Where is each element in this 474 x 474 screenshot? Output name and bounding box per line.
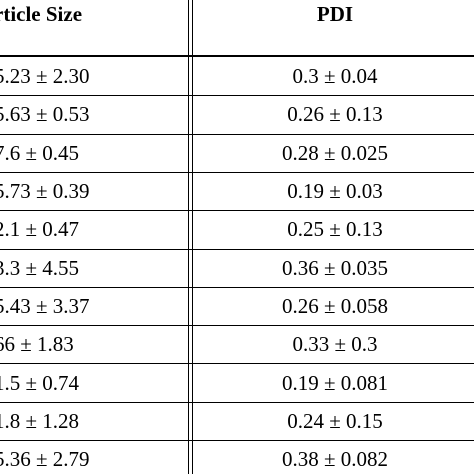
table-cell: 0.36 ± 0.035 [281,255,389,280]
table-cell: 0.26 ± 0.058 [281,293,389,318]
table-cell: 66 ± 1.83 [0,332,74,357]
header-cell: PDI [316,2,354,26]
table-cell: 0.25 ± 0.13 [287,217,383,242]
column-divider [188,0,189,474]
table-cell: 0.33 ± 0.3 [292,332,378,357]
row-rule [0,440,474,441]
table-cell: 5.23 ± 2.30 [0,64,90,89]
row-rule [0,325,474,326]
table-cell: 5.36 ± 2.79 [0,447,90,472]
row-rule [0,95,474,96]
table-cell: 0.28 ± 0.025 [281,140,389,165]
table-cell: 0.19 ± 0.03 [287,179,383,204]
table-cell: 0.3 ± 0.04 [292,64,378,89]
row-rule [0,134,474,135]
table-cell: 0.24 ± 0.15 [287,408,383,433]
table-cell: 3.3 ± 4.55 [0,255,80,280]
table-cell: 0.38 ± 0.082 [281,447,389,472]
table-cell: 5.43 ± 3.37 [0,293,90,318]
header-rule [0,55,474,57]
header-cell: rticle Size [0,2,83,26]
table-cell: 7.6 ± 0.45 [0,140,80,165]
row-rule [0,210,474,211]
row-rule [0,287,474,288]
row-rule [0,172,474,173]
table-cell: 1.5 ± 0.74 [0,370,80,395]
table-cell: 5.63 ± 0.53 [0,102,90,127]
table-cell: 5.73 ± 0.39 [0,179,90,204]
table-cell: 2.1 ± 0.47 [0,217,80,242]
row-rule [0,402,474,403]
table-cell: 1.8 ± 1.28 [0,408,80,433]
row-rule [0,363,474,364]
table-cell: 0.19 ± 0.081 [281,370,389,395]
table-cell: 0.26 ± 0.13 [287,102,383,127]
row-rule [0,249,474,250]
column-divider [192,0,193,474]
